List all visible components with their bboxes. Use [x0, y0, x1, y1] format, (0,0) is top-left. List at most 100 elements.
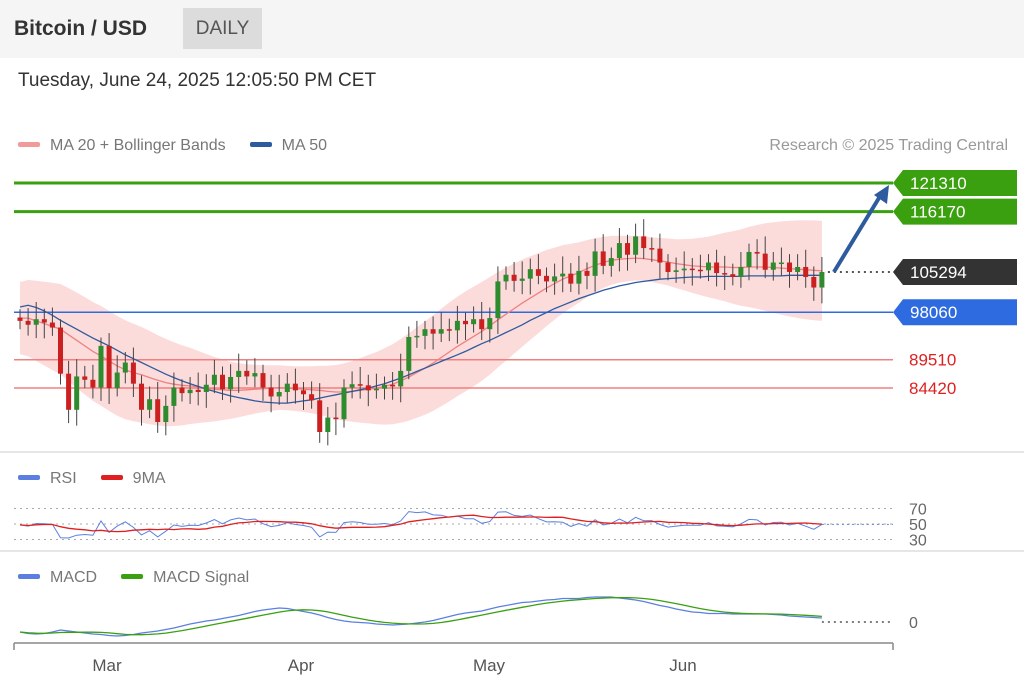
support-label: 84420: [909, 379, 956, 398]
candle-body: [552, 276, 558, 282]
candle-body: [697, 269, 703, 272]
candle-body: [41, 319, 47, 323]
level-tag-resistance: [893, 198, 1017, 225]
level-tag-label: 116170: [910, 203, 965, 222]
candle-body: [49, 322, 55, 328]
candle-body: [90, 379, 96, 388]
candle-body: [139, 383, 144, 410]
candle-body: [787, 262, 792, 272]
candle-body: [714, 262, 720, 274]
legend-label: RSI: [50, 470, 77, 487]
macd-legend: MACD MACD Signal: [18, 569, 273, 587]
candle-body: [438, 329, 444, 334]
candle-body: [463, 320, 468, 325]
candle-body: [260, 373, 266, 388]
projection-arrowhead: [874, 185, 889, 204]
candle-body: [746, 251, 752, 267]
legend-9ma: 9MA: [100, 470, 166, 487]
rsi-swatch: [18, 474, 40, 480]
candle-body: [811, 276, 817, 288]
macd-signal-swatch: [121, 573, 144, 579]
candle-body: [738, 266, 744, 277]
candle-body: [487, 318, 493, 330]
candle-body: [754, 251, 760, 254]
x-tick-label: Mar: [92, 656, 122, 675]
candle-body: [236, 370, 242, 377]
candle-body: [357, 384, 363, 386]
candle-body: [576, 270, 582, 284]
candle-body: [770, 262, 776, 270]
candle-body: [268, 387, 274, 397]
legend-macd: MACD: [18, 569, 97, 586]
candle-body: [511, 274, 517, 281]
ma20-swatch: [18, 141, 40, 147]
rsi-legend: RSI 9MA: [18, 470, 190, 488]
candle-body: [681, 268, 687, 271]
candle-body: [333, 417, 339, 420]
candle-body: [616, 243, 622, 259]
x-tick-label: May: [473, 656, 506, 675]
candle-body: [689, 268, 695, 271]
candle-body: [584, 270, 590, 276]
candle-body: [568, 273, 574, 284]
candle-body: [58, 327, 63, 374]
candle-body: [349, 384, 355, 388]
candle-body: [301, 390, 306, 395]
candle-body: [220, 374, 225, 390]
macd-signal-line: [19, 596, 822, 636]
main-legend: MA 20 + Bollinger Bands MA 50: [18, 137, 351, 155]
ma50-swatch: [249, 141, 272, 147]
candle-body: [608, 258, 614, 266]
candle-body: [795, 266, 801, 272]
candle-body: [163, 405, 169, 423]
candle-body: [284, 383, 290, 393]
candle-body: [309, 394, 315, 401]
rsi-ma-line: [19, 514, 822, 533]
candle-body: [33, 319, 39, 325]
candle-body: [398, 370, 404, 387]
instrument-title: Bitcoin / USD: [14, 17, 148, 40]
candle-body: [276, 392, 282, 397]
legend-label: MACD Signal: [153, 569, 250, 586]
candle-body: [373, 388, 379, 391]
candle-body: [292, 383, 298, 391]
candle-body: [479, 319, 485, 330]
candle-body: [706, 262, 711, 271]
candle-body: [730, 274, 736, 277]
level-tag-pivot: [893, 299, 1017, 326]
candle-body: [17, 317, 23, 321]
candle-body: [422, 329, 428, 336]
candle-body: [195, 389, 201, 393]
rsi-tick-label: 30: [909, 533, 927, 550]
candle-body: [25, 320, 31, 325]
candle-body: [633, 236, 639, 255]
support-label: 89510: [909, 351, 956, 370]
legend-label: MA 50: [281, 137, 328, 154]
candle-body: [390, 384, 396, 387]
candle-body: [179, 387, 185, 394]
candle-body: [122, 362, 128, 373]
candle-body: [341, 387, 347, 420]
candle-body: [82, 376, 88, 380]
candle-body: [641, 236, 647, 249]
candle-body: [414, 335, 420, 338]
candle-body: [66, 373, 72, 410]
candle-body: [495, 281, 501, 319]
candle-body: [446, 329, 452, 331]
timestamp: Tuesday, June 24, 2025 12:05:50 PM CET: [18, 70, 377, 91]
legend-label: MACD: [50, 569, 98, 586]
candle-body: [130, 362, 136, 384]
candle-body: [471, 319, 477, 325]
candle-body: [592, 251, 598, 276]
legend-label: MA 20 + Bollinger Bands: [50, 137, 226, 154]
candle-body: [819, 272, 825, 288]
candle-body: [560, 273, 566, 277]
candle-body: [665, 262, 671, 272]
candle-body: [228, 376, 234, 390]
candle-body: [778, 262, 784, 265]
legend-macd-signal: MACD Signal: [121, 569, 249, 586]
candle-body: [503, 274, 509, 282]
candle-body: [762, 253, 768, 270]
level-tag-label: 121310: [910, 174, 967, 193]
interval-badge[interactable]: DAILY: [183, 8, 262, 49]
